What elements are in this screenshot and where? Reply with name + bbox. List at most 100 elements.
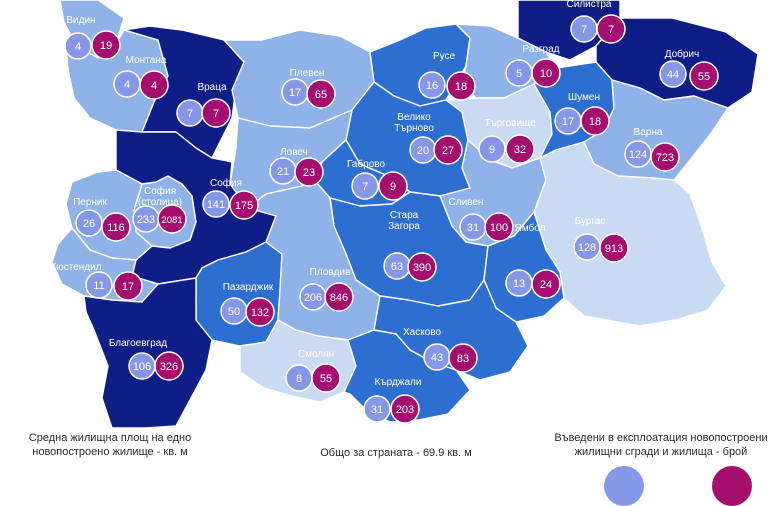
count-value: 24 xyxy=(540,279,552,291)
count-bubble xyxy=(306,79,336,109)
region-25-markers: Благоевград 106 326 xyxy=(109,338,184,381)
region-27-markers: Смолян 8 55 xyxy=(285,349,341,393)
count-value: 55 xyxy=(698,71,710,83)
region-name-label: Хасково xyxy=(403,327,441,338)
region-name-label: Смолян xyxy=(298,349,334,360)
region-name-label: Плевен xyxy=(290,68,325,79)
count-value: 65 xyxy=(315,89,327,101)
count-bubble xyxy=(91,30,121,60)
count-bubble xyxy=(139,70,169,100)
count-bubble xyxy=(531,269,561,299)
count-value: 132 xyxy=(251,307,269,319)
region-name-label: Бургас xyxy=(575,216,606,227)
region-name-label: Ловеч xyxy=(280,147,308,158)
area-value: 44 xyxy=(667,69,679,81)
area-value: 124 xyxy=(629,149,647,161)
count-value: 846 xyxy=(330,292,348,304)
region-3-markers: Враца 7 7 xyxy=(176,82,231,128)
region-6-markers: Разград 5 10 xyxy=(505,44,561,88)
area-bubble xyxy=(418,71,446,99)
region-name-label: София xyxy=(210,177,242,189)
count-value: 203 xyxy=(396,404,414,416)
area-value: 7 xyxy=(187,108,193,120)
region-28-markers: Кърджали 31 203 xyxy=(363,377,421,424)
count-bubble xyxy=(201,98,231,128)
area-value: 26 xyxy=(83,218,95,230)
area-value: 16 xyxy=(426,80,438,92)
count-bubble xyxy=(154,351,184,381)
region-name-label: Благоевград xyxy=(109,338,167,349)
area-value: 17 xyxy=(562,116,574,128)
area-value: 43 xyxy=(431,352,443,364)
count-value: 7 xyxy=(213,108,219,120)
count-bubble xyxy=(311,363,341,393)
area-value: 106 xyxy=(133,361,151,373)
region-5-markers: Русе 16 18 xyxy=(418,51,476,101)
region-9-markers: Велико Търново 20 27 xyxy=(394,112,463,165)
count-value: 23 xyxy=(303,167,315,179)
region-name-label: Русе xyxy=(433,51,456,62)
region-15-markers: София (столица) 233 2081 xyxy=(132,185,187,234)
count-bubble xyxy=(407,252,437,282)
region-17-markers: Перник 26 116 xyxy=(73,197,131,242)
count-bubble xyxy=(378,171,408,201)
count-value: 55 xyxy=(320,373,332,385)
national-total-note: Общо за страната - 69.9 кв. м xyxy=(320,447,472,459)
region-name-label: Шумен xyxy=(568,92,600,103)
region-20-markers: Стара Загора 63 390 xyxy=(383,210,437,282)
region-11-markers: Шумен 17 18 xyxy=(554,92,610,136)
area-value: 141 xyxy=(207,199,225,211)
area-value: 128 xyxy=(578,242,596,254)
count-bubble xyxy=(650,142,680,172)
legend-average-area-note: Средна жилищна площ на едно новопостроен… xyxy=(28,432,192,458)
count-value: 17 xyxy=(122,281,134,293)
count-value: 913 xyxy=(605,243,623,255)
area-value: 21 xyxy=(277,166,289,178)
count-bubble xyxy=(157,204,187,234)
area-value: 20 xyxy=(417,145,429,157)
count-bubble xyxy=(245,297,275,327)
area-value: 50 xyxy=(228,306,240,318)
count-bubble xyxy=(446,71,476,101)
count-value: 116 xyxy=(107,222,125,234)
area-value: 7 xyxy=(581,24,587,36)
region-7-area xyxy=(517,0,621,61)
count-value: 10 xyxy=(540,68,552,80)
region-name-label: Велико Търново xyxy=(394,112,434,134)
region-name-label: Враца xyxy=(197,82,227,93)
count-value: 390 xyxy=(413,262,431,274)
count-bubble xyxy=(531,58,561,88)
count-bubble xyxy=(294,157,324,187)
region-22-markers: Кюстендил 11 17 xyxy=(50,262,143,301)
area-value: 9 xyxy=(489,144,495,156)
count-value: 2081 xyxy=(161,215,182,226)
area-value: 4 xyxy=(75,41,81,53)
region-2-markers: Монтана 4 4 xyxy=(113,55,169,100)
area-bubble xyxy=(202,190,230,218)
area-bubble xyxy=(85,271,113,299)
area-value: 17 xyxy=(289,87,301,99)
count-value: 100 xyxy=(490,222,508,234)
region-name-label: Разград xyxy=(523,44,560,55)
region-name-label: София (столица) xyxy=(138,185,182,208)
region-14-markers: Габрово 7 9 xyxy=(347,158,408,201)
count-bubble xyxy=(484,212,514,242)
region-24-markers: Пловдив 206 846 xyxy=(299,267,354,312)
region-8-markers: Добрич 44 55 xyxy=(659,48,719,91)
legend-area-swatch xyxy=(604,466,644,506)
region-25-area xyxy=(83,277,213,429)
count-bubble xyxy=(433,135,463,165)
count-bubble xyxy=(324,282,354,312)
region-1-markers: Видин 4 19 xyxy=(64,15,121,60)
legend-count-swatch xyxy=(712,466,752,506)
count-bubble xyxy=(689,61,719,91)
area-bubble xyxy=(659,60,687,88)
area-bubble xyxy=(351,172,379,200)
count-value: 723 xyxy=(656,152,674,164)
region-name-label: Силистра xyxy=(567,0,612,10)
count-bubble xyxy=(596,14,626,44)
count-bubble xyxy=(229,190,259,220)
area-value: 233 xyxy=(137,214,155,226)
count-bubble xyxy=(390,394,420,424)
count-value: 9 xyxy=(390,181,396,193)
